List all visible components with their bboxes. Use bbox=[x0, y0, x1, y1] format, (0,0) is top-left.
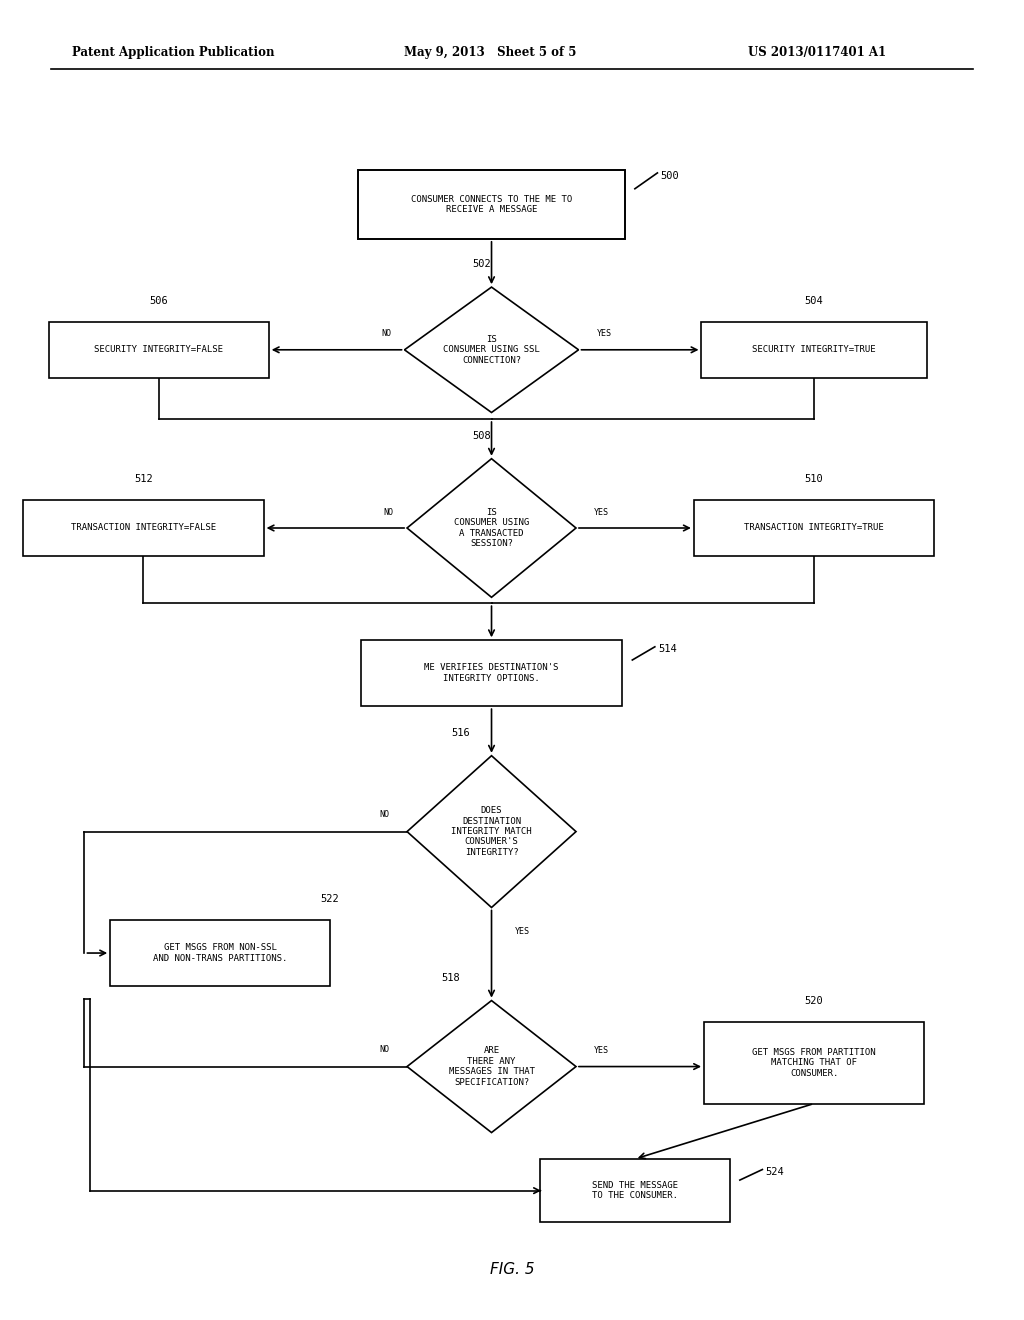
Text: ME VERIFIES DESTINATION'S
INTEGRITY OPTIONS.: ME VERIFIES DESTINATION'S INTEGRITY OPTI… bbox=[424, 664, 559, 682]
Text: YES: YES bbox=[515, 927, 529, 936]
Text: 508: 508 bbox=[472, 430, 490, 441]
Polygon shape bbox=[407, 755, 575, 908]
Text: IS
CONSUMER USING SSL
CONNECTION?: IS CONSUMER USING SSL CONNECTION? bbox=[443, 335, 540, 364]
Text: YES: YES bbox=[594, 508, 609, 516]
Text: 520: 520 bbox=[805, 995, 823, 1006]
Text: NO: NO bbox=[381, 330, 391, 338]
Text: NO: NO bbox=[380, 810, 389, 818]
FancyBboxPatch shape bbox=[49, 322, 268, 378]
Text: US 2013/0117401 A1: US 2013/0117401 A1 bbox=[748, 46, 886, 59]
Text: FIG. 5: FIG. 5 bbox=[489, 1262, 535, 1278]
Text: IS
CONSUMER USING
A TRANSACTED
SESSION?: IS CONSUMER USING A TRANSACTED SESSION? bbox=[454, 508, 529, 548]
FancyBboxPatch shape bbox=[694, 500, 934, 556]
Text: YES: YES bbox=[594, 1047, 609, 1055]
Polygon shape bbox=[407, 1001, 575, 1133]
Text: TRANSACTION INTEGRITY=TRUE: TRANSACTION INTEGRITY=TRUE bbox=[744, 524, 884, 532]
Polygon shape bbox=[404, 288, 579, 412]
FancyBboxPatch shape bbox=[701, 322, 927, 378]
FancyBboxPatch shape bbox=[111, 920, 330, 986]
Text: 518: 518 bbox=[441, 973, 460, 983]
FancyBboxPatch shape bbox=[24, 500, 264, 556]
FancyBboxPatch shape bbox=[360, 640, 622, 706]
FancyBboxPatch shape bbox=[358, 170, 625, 239]
Text: SECURITY INTEGRITY=TRUE: SECURITY INTEGRITY=TRUE bbox=[753, 346, 876, 354]
Text: NO: NO bbox=[384, 508, 393, 516]
Text: CONSUMER CONNECTS TO THE ME TO
RECEIVE A MESSAGE: CONSUMER CONNECTS TO THE ME TO RECEIVE A… bbox=[411, 195, 572, 214]
FancyBboxPatch shape bbox=[705, 1022, 924, 1104]
Text: 506: 506 bbox=[150, 296, 168, 306]
Text: YES: YES bbox=[597, 330, 611, 338]
Text: GET MSGS FROM PARTITION
MATCHING THAT OF
CONSUMER.: GET MSGS FROM PARTITION MATCHING THAT OF… bbox=[753, 1048, 876, 1077]
Text: TRANSACTION INTEGRITY=FALSE: TRANSACTION INTEGRITY=FALSE bbox=[71, 524, 216, 532]
Text: NO: NO bbox=[380, 1045, 389, 1053]
Text: 504: 504 bbox=[805, 296, 823, 306]
Text: 502: 502 bbox=[472, 259, 490, 269]
Text: 516: 516 bbox=[452, 727, 470, 738]
Text: DOES
DESTINATION
INTEGRITY MATCH
CONSUMER'S
INTEGRITY?: DOES DESTINATION INTEGRITY MATCH CONSUME… bbox=[452, 807, 531, 857]
FancyBboxPatch shape bbox=[541, 1159, 729, 1222]
Text: May 9, 2013   Sheet 5 of 5: May 9, 2013 Sheet 5 of 5 bbox=[404, 46, 577, 59]
Text: 510: 510 bbox=[805, 474, 823, 484]
Text: SECURITY INTEGRITY=FALSE: SECURITY INTEGRITY=FALSE bbox=[94, 346, 223, 354]
Text: 512: 512 bbox=[134, 474, 153, 484]
Text: 522: 522 bbox=[319, 894, 339, 904]
Text: ARE
THERE ANY
MESSAGES IN THAT
SPECIFICATION?: ARE THERE ANY MESSAGES IN THAT SPECIFICA… bbox=[449, 1047, 535, 1086]
Polygon shape bbox=[407, 459, 575, 597]
Text: 514: 514 bbox=[657, 644, 677, 655]
Text: Patent Application Publication: Patent Application Publication bbox=[72, 46, 274, 59]
Text: 524: 524 bbox=[766, 1167, 784, 1177]
Text: 500: 500 bbox=[660, 170, 679, 181]
Text: SEND THE MESSAGE
TO THE CONSUMER.: SEND THE MESSAGE TO THE CONSUMER. bbox=[592, 1181, 678, 1200]
Text: GET MSGS FROM NON-SSL
AND NON-TRANS PARTITIONS.: GET MSGS FROM NON-SSL AND NON-TRANS PART… bbox=[153, 944, 288, 962]
